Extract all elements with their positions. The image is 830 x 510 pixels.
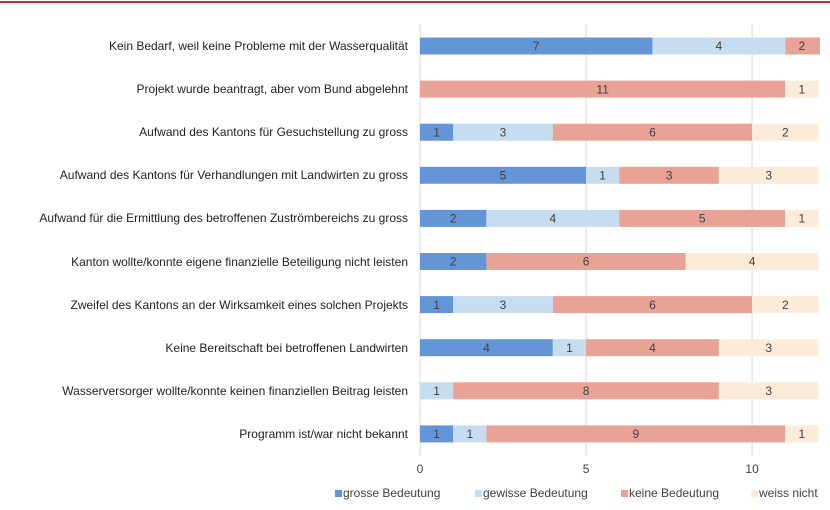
category-label: Zweifel des Kantons an der Wirksamkeit e… bbox=[70, 297, 408, 312]
bar-segment bbox=[785, 37, 820, 55]
bar-segment bbox=[420, 209, 487, 227]
value-label: 4 bbox=[649, 341, 656, 355]
legend-label: gewisse Bedeutung bbox=[483, 486, 588, 500]
value-label: 3 bbox=[500, 298, 507, 312]
value-label: 2 bbox=[450, 212, 457, 226]
category-label: Programm ist/war nicht bekannt bbox=[239, 426, 408, 441]
value-label: 9 bbox=[633, 427, 640, 441]
category-label: Aufwand des Kantons für Gesuchstellung z… bbox=[139, 125, 408, 140]
bar-segment bbox=[420, 382, 454, 400]
bar-segment bbox=[619, 166, 719, 184]
value-label: 1 bbox=[599, 168, 606, 182]
value-label: 1 bbox=[433, 125, 440, 139]
bar-segment bbox=[785, 80, 819, 98]
bar-segment bbox=[420, 37, 653, 55]
value-label: 2 bbox=[782, 298, 789, 312]
bar-segment bbox=[718, 382, 819, 400]
x-tick-label: 10 bbox=[745, 462, 759, 476]
value-label: 3 bbox=[666, 168, 673, 182]
bar-segment bbox=[785, 425, 819, 443]
value-label: 1 bbox=[566, 341, 573, 355]
category-label: Aufwand des Kantons für Verhandlungen mi… bbox=[59, 168, 408, 183]
bar-segment bbox=[486, 253, 686, 270]
legend-swatch bbox=[475, 490, 482, 497]
value-label: 1 bbox=[466, 427, 473, 441]
value-label: 1 bbox=[433, 384, 440, 398]
bar-segment bbox=[552, 123, 753, 141]
bar-segment bbox=[486, 209, 620, 227]
value-label: 7 bbox=[533, 39, 540, 53]
value-label: 3 bbox=[765, 384, 772, 398]
bar-segment bbox=[453, 123, 553, 141]
x-tick-label: 0 bbox=[417, 462, 424, 476]
bar-segment bbox=[420, 425, 454, 443]
bar-segment bbox=[752, 296, 819, 314]
value-label: 3 bbox=[765, 168, 772, 182]
legend-swatch bbox=[335, 490, 342, 497]
value-label: 1 bbox=[799, 427, 806, 441]
bar-segment bbox=[652, 37, 786, 55]
legend-swatch bbox=[751, 490, 758, 497]
bar-segment bbox=[752, 123, 819, 141]
value-label: 4 bbox=[716, 39, 723, 53]
legend-label: keine Bedeutung bbox=[629, 486, 719, 500]
x-tick-label: 5 bbox=[583, 462, 590, 476]
bar-segment bbox=[785, 209, 819, 227]
category-label: Aufwand für die Ermittlung des betroffen… bbox=[39, 211, 408, 226]
value-label: 11 bbox=[596, 82, 609, 96]
bar-segment bbox=[420, 296, 454, 314]
bar-segment bbox=[718, 166, 819, 184]
bar-segment bbox=[685, 253, 819, 270]
bar-segment bbox=[718, 339, 819, 357]
value-label: 6 bbox=[649, 298, 656, 312]
bar-segment bbox=[420, 123, 454, 141]
legend-label: weiss nicht bbox=[758, 486, 818, 500]
bar-segment bbox=[619, 209, 786, 227]
value-label: 3 bbox=[765, 341, 772, 355]
value-label: 2 bbox=[782, 125, 789, 139]
value-label: 8 bbox=[583, 384, 590, 398]
value-label: 3 bbox=[500, 125, 507, 139]
value-label: 1 bbox=[799, 82, 806, 96]
bar-segment bbox=[552, 339, 587, 357]
value-label: 4 bbox=[549, 212, 556, 226]
value-label: 5 bbox=[699, 212, 706, 226]
bar-segment bbox=[486, 425, 786, 443]
legend-swatch bbox=[621, 490, 628, 497]
bar-segment bbox=[420, 253, 487, 270]
category-label: Kein Bedarf, weil keine Probleme mit der… bbox=[108, 39, 408, 53]
category-label: Keine Bereitschaft bei betroffenen Landw… bbox=[165, 340, 408, 355]
bar-segment bbox=[552, 296, 753, 314]
value-label: 6 bbox=[649, 125, 656, 139]
bar-segment bbox=[453, 425, 487, 443]
value-label: 1 bbox=[799, 212, 806, 226]
value-label: 2 bbox=[450, 255, 457, 269]
bar-segment bbox=[420, 80, 786, 98]
bar-segment bbox=[586, 166, 620, 184]
bar-segment bbox=[420, 339, 553, 357]
legend-label: grosse Bedeutung bbox=[343, 486, 440, 500]
category-label: Projekt wurde beantragt, aber vom Bund a… bbox=[136, 82, 408, 97]
bar-segment bbox=[586, 339, 719, 357]
value-label: 1 bbox=[433, 427, 440, 441]
value-label: 2 bbox=[799, 39, 806, 53]
category-label: Wasserversorger wollte/konnte keinen fin… bbox=[62, 383, 408, 398]
value-label: 5 bbox=[500, 168, 507, 182]
bar-segment bbox=[420, 166, 587, 184]
bar-segment bbox=[453, 296, 553, 314]
value-label: 1 bbox=[433, 298, 440, 312]
bar-segment bbox=[453, 382, 719, 400]
category-label: Kanton wollte/konnte eigene finanzielle … bbox=[71, 254, 408, 269]
value-label: 4 bbox=[483, 341, 490, 355]
value-label: 4 bbox=[749, 255, 756, 269]
value-label: 6 bbox=[583, 255, 590, 269]
